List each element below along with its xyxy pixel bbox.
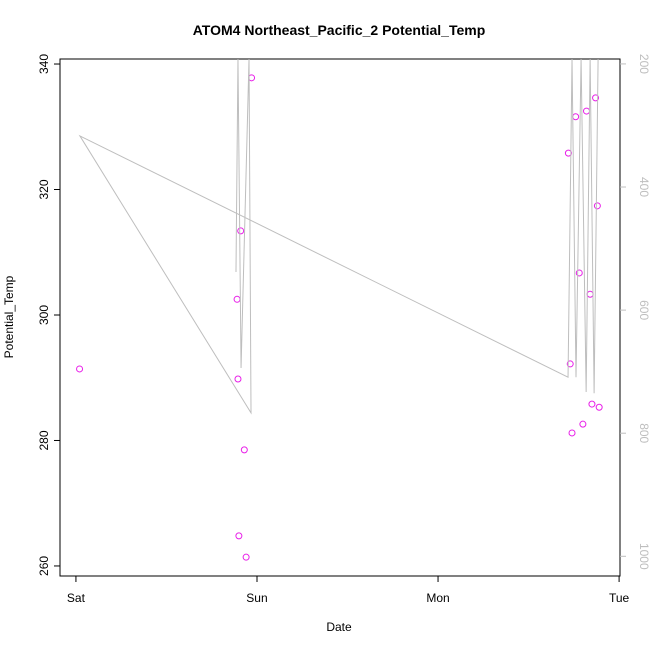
point <box>237 227 245 235</box>
line <box>78 59 599 415</box>
x-tick-label: Mon <box>426 591 449 605</box>
point <box>240 446 248 454</box>
point <box>568 429 576 437</box>
point <box>592 94 600 102</box>
y2-tick-label: 800 <box>637 423 650 443</box>
chart-title: ATOM4 Northeast_Pacific_2 Potential_Temp <box>193 22 486 38</box>
y-tick-label: 260 <box>37 556 51 576</box>
y2-tick-label: 1000 <box>637 543 650 570</box>
y2-tick-label: 400 <box>637 177 650 197</box>
point <box>566 360 574 368</box>
y2-tick-label: 600 <box>637 300 650 320</box>
point <box>575 269 583 277</box>
y-tick-label: 300 <box>37 305 51 325</box>
point <box>588 400 596 408</box>
plot-area <box>76 59 603 561</box>
plot-frame <box>59 58 621 577</box>
point <box>76 365 84 373</box>
x-tick-label: Sun <box>246 591 267 605</box>
y-tick-label: 340 <box>37 54 51 74</box>
point <box>242 553 250 561</box>
point <box>595 403 603 411</box>
point <box>234 375 242 383</box>
x-tick-label: Tue <box>609 591 630 605</box>
x-axis-label: Date <box>326 620 352 634</box>
y-tick-label: 280 <box>37 430 51 450</box>
y2-tick-label: 200 <box>637 54 650 74</box>
x-tick-label: Sat <box>67 591 86 605</box>
y-tick-label: 320 <box>37 179 51 199</box>
point <box>593 202 601 210</box>
point <box>235 532 243 540</box>
point <box>579 420 587 428</box>
y-axis-label: Potential_Temp <box>2 275 16 358</box>
point <box>564 149 572 157</box>
